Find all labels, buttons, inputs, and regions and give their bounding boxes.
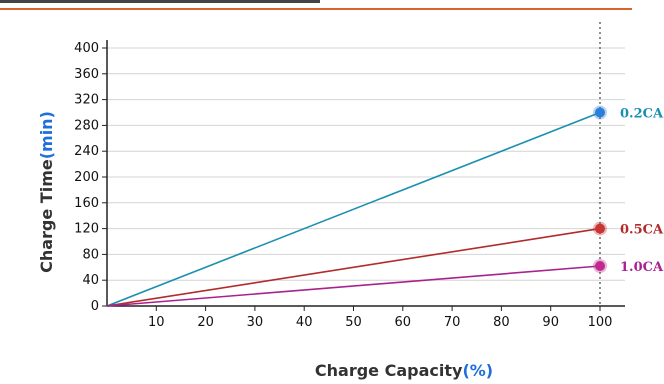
- y-tick-label: 360: [74, 67, 99, 82]
- y-tick-label: 0: [91, 299, 99, 314]
- series-label: 0.2CA: [620, 107, 664, 122]
- y-tick-label: 120: [74, 222, 99, 237]
- x-tick-label: 80: [493, 315, 510, 330]
- x-tick-label: 50: [345, 315, 362, 330]
- series-line: [106, 227, 601, 307]
- y-tick-label: 80: [82, 247, 99, 262]
- x-tick-label: 20: [197, 315, 214, 330]
- y-tick-label: 400: [74, 41, 99, 56]
- y-axis-title: Charge Time(min): [37, 111, 56, 273]
- series-line: [106, 265, 601, 307]
- y-tick-label: 40: [82, 273, 99, 288]
- series-group: 0.2CA 0.5CA 1.0CA: [106, 105, 664, 307]
- y-tick-label: 200: [74, 170, 99, 185]
- series-marker: [595, 261, 605, 272]
- header-rule: [0, 8, 632, 10]
- x-axis-title: Charge Capacity(%): [315, 361, 493, 380]
- series-label: 1.0CA: [620, 260, 664, 275]
- x-tick-label: 30: [247, 315, 264, 330]
- grid: [107, 47, 625, 281]
- y-axis-unit: (min): [37, 111, 56, 159]
- x-axis-label: Charge Capacity: [315, 361, 463, 380]
- axes: [106, 22, 625, 307]
- x-tick-label: 40: [296, 315, 313, 330]
- series-marker: [595, 107, 605, 118]
- header-rule-dark: [0, 0, 320, 3]
- y-tick-label: 280: [74, 118, 99, 133]
- x-tick-label: 100: [588, 315, 613, 330]
- x-tick-label: 60: [395, 315, 412, 330]
- y-tick-label: 320: [74, 93, 99, 108]
- y-tick-label: 160: [74, 196, 99, 211]
- series-line: [106, 111, 601, 307]
- y-tick-label: 240: [74, 144, 99, 159]
- y-axis-label: Charge Time: [37, 159, 56, 273]
- x-tick-label: 10: [148, 315, 165, 330]
- x-axis-unit: (%): [462, 361, 493, 380]
- ticks: 0 40 80 120 160 200 240 280 320 360 400 10 20 30 40 50 6…: [74, 41, 612, 330]
- series-marker: [595, 223, 605, 234]
- x-tick-label: 90: [542, 315, 559, 330]
- x-tick-label: 70: [444, 315, 461, 330]
- series-label: 0.5CA: [620, 223, 664, 238]
